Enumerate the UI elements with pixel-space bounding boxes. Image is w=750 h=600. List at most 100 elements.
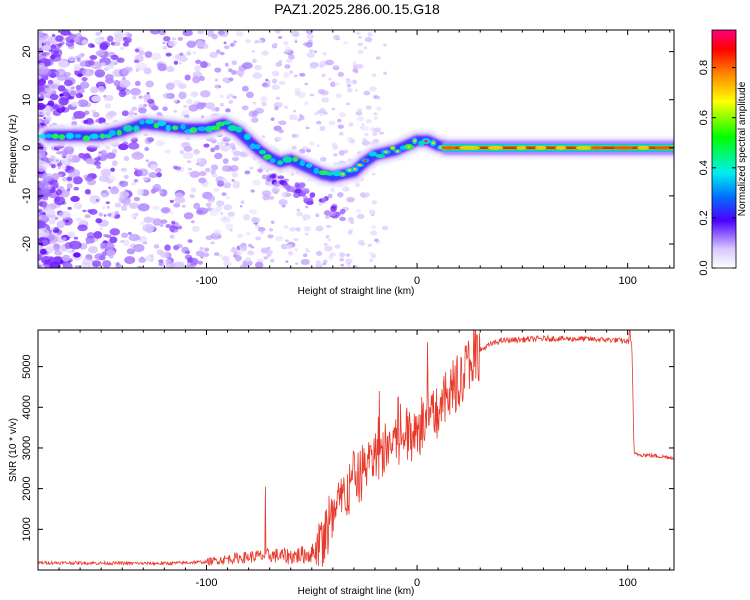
- spectrogram-noise-blob: [105, 152, 116, 159]
- spectrogram-noise-blob: [214, 78, 219, 82]
- spectrogram-noise-blob: [333, 34, 340, 40]
- spectrogram-noise-blob: [159, 188, 168, 197]
- spectrogram-noise-blob: [107, 213, 112, 217]
- spectrogram-noise-blob: [260, 96, 268, 103]
- spectrogram-noise-blob: [254, 261, 264, 268]
- spectrogram-noise-blob: [84, 110, 90, 116]
- spectrogram-noise-blob: [199, 75, 205, 82]
- spectrogram-noise-blob: [305, 41, 313, 48]
- spectrogram-noise-blob: [64, 242, 73, 250]
- spectrogram-noise-blob: [174, 166, 182, 171]
- spectrogram-noise-blob: [98, 153, 103, 157]
- spectrogram-noise-blob: [284, 64, 291, 69]
- spectrogram-hotspot: [171, 125, 179, 131]
- spectrogram-noise-blob: [67, 249, 73, 254]
- spectrogram-hotspot: [51, 133, 60, 139]
- spectrogram-hotspot-core: [424, 139, 428, 143]
- spectrogram-hotspot: [227, 124, 238, 132]
- spectrogram-noise-blob: [107, 110, 117, 117]
- spectrogram-noise-blob: [210, 169, 216, 175]
- spectrogram-branch-blob: [257, 168, 263, 173]
- spectrogram-noise-blob: [231, 171, 239, 178]
- spectrogram-noise-blob: [150, 52, 162, 61]
- spectrogram-band-spot: [637, 145, 650, 150]
- spectrogram-branch-blob: [261, 174, 268, 180]
- spectrogram-noise-blob: [217, 30, 225, 36]
- spectrogram-noise-blob: [323, 242, 328, 246]
- spectrogram-noise-blob: [65, 219, 70, 223]
- spectrogram-noise-blob: [38, 220, 47, 229]
- spectrogram-noise-blob: [76, 57, 81, 62]
- spectrogram-noise-blob: [95, 31, 101, 36]
- spectrogram-noise-blob: [116, 262, 120, 266]
- spectrogram-noise-blob: [314, 50, 317, 54]
- spectrogram-noise-blob: [110, 54, 119, 61]
- spectrogram-noise-blob: [304, 101, 309, 106]
- spectrogram-noise-blob: [171, 37, 177, 41]
- spectrogram-noise-blob: [324, 245, 333, 252]
- spectrogram-noise-blob: [107, 206, 110, 209]
- spectrogram-noise-blob: [363, 46, 368, 50]
- spectrogram-noise-blob: [271, 70, 280, 77]
- spectrogram-hotspot: [210, 125, 221, 131]
- spectrogram-noise-blob: [354, 182, 361, 188]
- spectrogram-noise-blob: [51, 164, 56, 169]
- spectrogram-noise-blob: [196, 158, 202, 163]
- spectrogram-noise-blob: [239, 205, 243, 208]
- spectrogram-noise-blob: [253, 64, 263, 71]
- spectrogram-noise-blob: [291, 30, 300, 37]
- spectrogram-noise-blob: [68, 32, 72, 36]
- spectrogram-noise-blob: [213, 188, 220, 192]
- spectrogram-noise-blob: [151, 186, 160, 192]
- spectrogram-noise-blob: [48, 218, 56, 225]
- spectrogram-hotspot: [180, 123, 186, 130]
- spectrogram-noise-blob: [38, 180, 49, 190]
- spectrogram-noise-blob: [371, 172, 376, 176]
- spectrogram-noise-blob: [319, 125, 326, 132]
- spectrogram-hotspot: [65, 132, 75, 140]
- spectrogram-noise-blob: [156, 172, 163, 178]
- spectrogram-noise-blob: [197, 260, 204, 265]
- spectrogram-noise-blob: [97, 85, 106, 93]
- spectrogram-noise-blob: [248, 208, 257, 215]
- spectrogram-noise-blob: [113, 79, 121, 87]
- spectrogram-noise-blob: [245, 91, 254, 99]
- spectrogram-noise-blob: [355, 31, 362, 36]
- spectrogram-hotspot-core: [431, 141, 435, 145]
- spectrogram-noise-blob: [133, 243, 145, 253]
- spectrogram-noise-blob: [169, 234, 175, 239]
- spectrogram-branch-blob: [302, 190, 310, 194]
- spectrogram-noise-blob: [295, 262, 299, 265]
- snr-x-axis-label: Height of straight line (km): [298, 586, 415, 597]
- spectrogram-noise-blob: [66, 183, 73, 189]
- spectrogram-noise-blob: [270, 117, 275, 122]
- spectrogram-noise-blob: [274, 30, 281, 34]
- spectrogram-noise-blob: [86, 232, 95, 239]
- spectrogram-hotspot: [243, 133, 251, 141]
- spectrogram-noise-blob: [352, 67, 359, 73]
- spectrogram-noise-blob: [191, 225, 200, 232]
- spectrogram-noise-blob: [352, 79, 357, 84]
- spectrogram-noise-blob: [138, 95, 143, 99]
- spectrogram-noise-blob: [338, 150, 345, 156]
- spectrogram-branch-blob: [309, 192, 316, 198]
- spectrogram-noise-blob: [45, 247, 53, 252]
- spectrogram-noise-blob: [85, 241, 90, 245]
- spectrogram-noise-blob: [103, 214, 107, 217]
- spectrogram-noise-blob: [284, 46, 292, 53]
- spectrogram-noise-blob: [230, 247, 239, 253]
- spectrogram-noise-blob: [47, 105, 51, 109]
- spectrogram-noise-blob: [252, 179, 261, 186]
- spectrogram-noise-blob: [348, 122, 354, 127]
- spectrogram-noise-blob: [181, 109, 190, 116]
- spectrogram-noise-blob: [62, 149, 68, 156]
- spectrogram-noise-blob: [77, 72, 83, 78]
- spectrogram-noise-blob: [297, 91, 306, 99]
- spectrogram-noise-blob: [199, 247, 204, 251]
- spectrogram-noise-blob: [38, 37, 42, 42]
- spectrogram-noise-blob: [251, 117, 259, 123]
- spectrogram-noise-blob: [38, 208, 43, 212]
- snr-background: [38, 330, 674, 570]
- spectrogram-hotspot-core: [413, 139, 417, 143]
- spectrogram-noise-blob: [165, 261, 176, 268]
